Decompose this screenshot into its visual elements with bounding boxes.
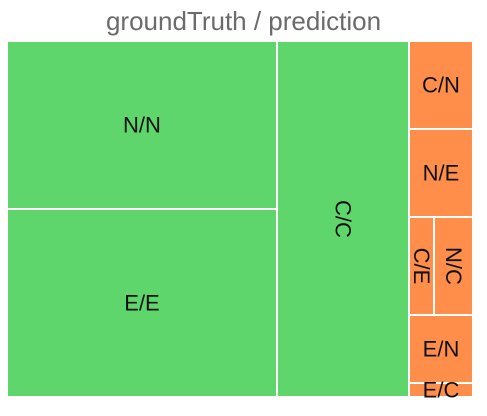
treemap-label-e-n: E/N [423,337,460,362]
treemap-cell-c-n [410,42,472,128]
treemap-label-c-n: C/N [422,73,460,98]
treemap-label-e-e: E/E [124,291,159,316]
treemap-label-c-c: C/C [331,200,356,238]
treemap-cell-e-c [410,384,472,396]
treemap-cell-c-c [278,42,408,396]
treemap-cell-e-n [410,316,472,382]
treemap-label-c-e: C/E [409,248,434,285]
treemap-label-n-n: N/N [123,113,161,138]
treemap-cell-n-c [435,218,472,314]
treemap-cell-n-e [410,130,472,216]
treemap-cell-c-e [410,218,433,314]
treemap-label-n-e: N/E [423,161,460,186]
treemap-label-n-c: N/C [441,247,466,285]
chart-title: groundTruth / prediction [105,6,382,36]
treemap-cell-e-e [8,210,276,396]
treemap-label-e-c: E/C [423,378,460,403]
treemap-cell-n-n [8,42,276,208]
